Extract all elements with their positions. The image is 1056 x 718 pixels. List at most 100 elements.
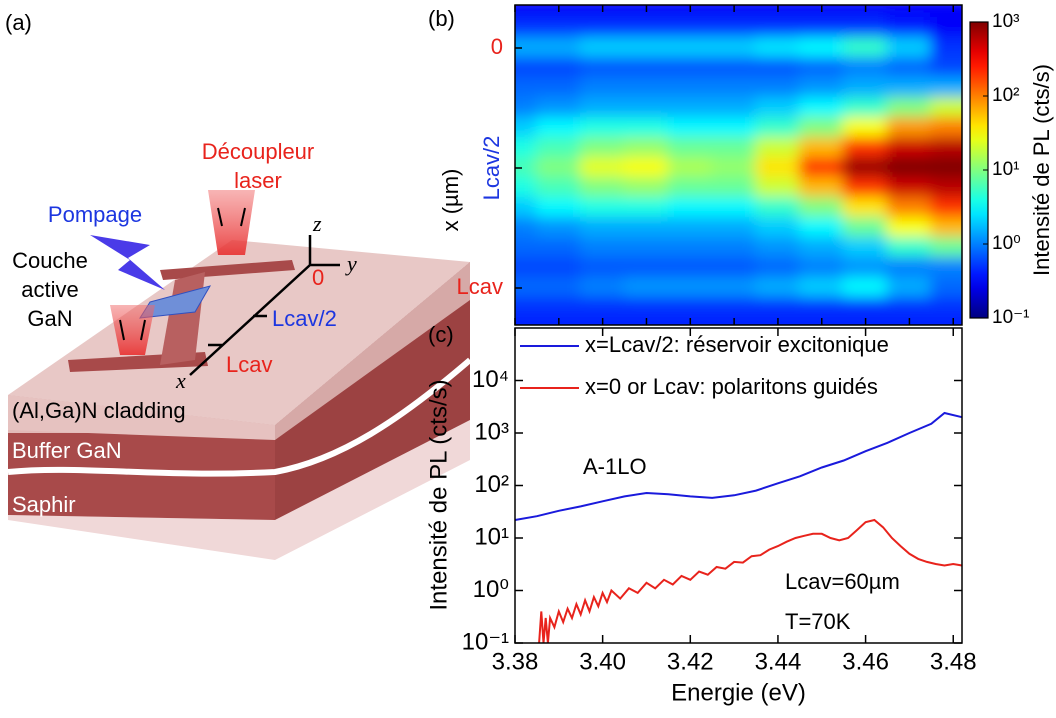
heatmap-cell <box>930 177 962 199</box>
heatmap-blur <box>515 5 962 325</box>
heatmap-cell <box>711 117 758 139</box>
heatmap-cell <box>667 157 714 179</box>
heatmap-cell <box>886 157 933 179</box>
position-label: 0 <box>312 265 324 290</box>
heatmap-cell <box>535 157 582 179</box>
heatmap-cell <box>755 37 801 59</box>
heatmap-cell <box>798 177 845 199</box>
heatmap-cell <box>623 157 670 179</box>
heatmap-cell <box>842 37 889 59</box>
x-tick-label: 3.42 <box>667 648 714 675</box>
heatmap-cell <box>579 97 626 119</box>
heatmap-cell <box>623 197 670 219</box>
cladding-side <box>275 262 470 440</box>
y-tick-label: 10⁴ <box>472 366 509 393</box>
heatmap-cell <box>623 97 670 119</box>
y-axis-label: Intensité de PL (cts/s) <box>425 379 452 610</box>
y-tick-label: 10³ <box>474 418 509 445</box>
heatmap-cell <box>623 37 670 59</box>
heatmap-cell <box>535 117 582 139</box>
heatmap-cell <box>711 297 758 319</box>
colorbar-tick-label: 10³ <box>992 11 1019 32</box>
colorbar-tick-label: 10² <box>992 85 1019 106</box>
colorbar-tick-label: 10⁻¹ <box>992 307 1030 328</box>
heatmap-cell <box>842 297 889 319</box>
heatmap-cell <box>711 17 758 39</box>
panel-label: (b) <box>428 6 455 31</box>
heatmap-cell <box>667 57 714 79</box>
heatmap-cell <box>515 117 538 139</box>
heatmap-cell <box>535 197 582 219</box>
heatmap-cell <box>515 297 538 319</box>
heatmap-cell <box>535 57 582 79</box>
heatmap-cell <box>667 17 714 39</box>
heatmap-cell <box>535 277 582 299</box>
heatmap-cell <box>579 277 626 299</box>
heatmap-cell <box>667 217 714 239</box>
heatmap-cell <box>886 237 933 259</box>
heatmap-cell <box>623 257 670 279</box>
heatmap-cell <box>886 137 933 159</box>
emission-arrows <box>119 207 246 341</box>
heatmap-cell <box>667 117 714 139</box>
layer-label: GaN <box>27 306 72 331</box>
heatmap-cell <box>930 5 962 19</box>
heatmap-cell <box>798 297 845 319</box>
legend-label: x=Lcav/2: réservoir excitonique <box>585 332 889 357</box>
heatmap-cell <box>623 177 670 199</box>
heatmap-cell <box>515 237 538 259</box>
heatmap-panel: 0 Lcav/2 Lcav x (µm) (b) 10⁻¹ 10⁰ 10¹ 10² 10³ Inte… <box>428 4 1054 328</box>
heatmap-cell <box>930 297 962 319</box>
y-tick-label: 10² <box>474 471 509 498</box>
heatmap-cell <box>515 197 538 219</box>
axis-label: x <box>175 368 186 393</box>
heatmap-cell <box>667 177 714 199</box>
series-line <box>514 411 963 521</box>
y-tick-label: Lcav <box>457 274 503 299</box>
plot-frame <box>514 4 963 326</box>
heatmap-cell <box>579 137 626 159</box>
heatmap-cell <box>623 17 670 39</box>
heatmap-cell <box>886 77 933 99</box>
heatmap-cell <box>842 137 889 159</box>
heatmap-cell <box>842 177 889 199</box>
heatmap-cell <box>886 277 933 299</box>
y-tick-label: 10¹ <box>474 523 509 550</box>
heatmap-cell <box>755 17 801 39</box>
heatmap-cell <box>711 97 758 119</box>
series-line <box>538 518 963 644</box>
heatmap-cell <box>930 257 962 279</box>
heatmap-cell <box>755 297 801 319</box>
heatmap-cell <box>886 37 933 59</box>
colorbar-tick-label: 10¹ <box>992 159 1019 180</box>
heatmap-cell <box>842 97 889 119</box>
y-tick-label: Lcav/2 <box>479 136 504 201</box>
heatmap-cell <box>886 197 933 219</box>
heatmap-cell <box>798 97 845 119</box>
heatmap-cell <box>667 257 714 279</box>
heatmap-cell <box>623 297 670 319</box>
heatmap-cell <box>798 77 845 99</box>
heatmap-cell <box>515 37 538 59</box>
heatmap-cell <box>579 17 626 39</box>
heatmap-cell <box>755 117 801 139</box>
heatmap-cell <box>798 197 845 219</box>
heatmap-cell <box>755 77 801 99</box>
heatmap-cell <box>798 37 845 59</box>
heatmap-cell <box>579 257 626 279</box>
heatmap-cell <box>711 197 758 219</box>
heatmap-cells <box>515 5 962 325</box>
heatmap-cell <box>623 137 670 159</box>
heatmap-cell <box>755 137 801 159</box>
annotation: T=70K <box>785 609 851 634</box>
coupler-label: laser <box>234 168 282 193</box>
heatmap-cell <box>623 57 670 79</box>
pump-bolt <box>90 235 165 290</box>
heatmap-cell <box>579 77 626 99</box>
heatmap-cell <box>711 137 758 159</box>
heatmap-cell <box>535 77 582 99</box>
y-tick-label: 0 <box>491 34 503 59</box>
heatmap-cell <box>930 157 962 179</box>
heatmap-cell <box>930 317 962 325</box>
